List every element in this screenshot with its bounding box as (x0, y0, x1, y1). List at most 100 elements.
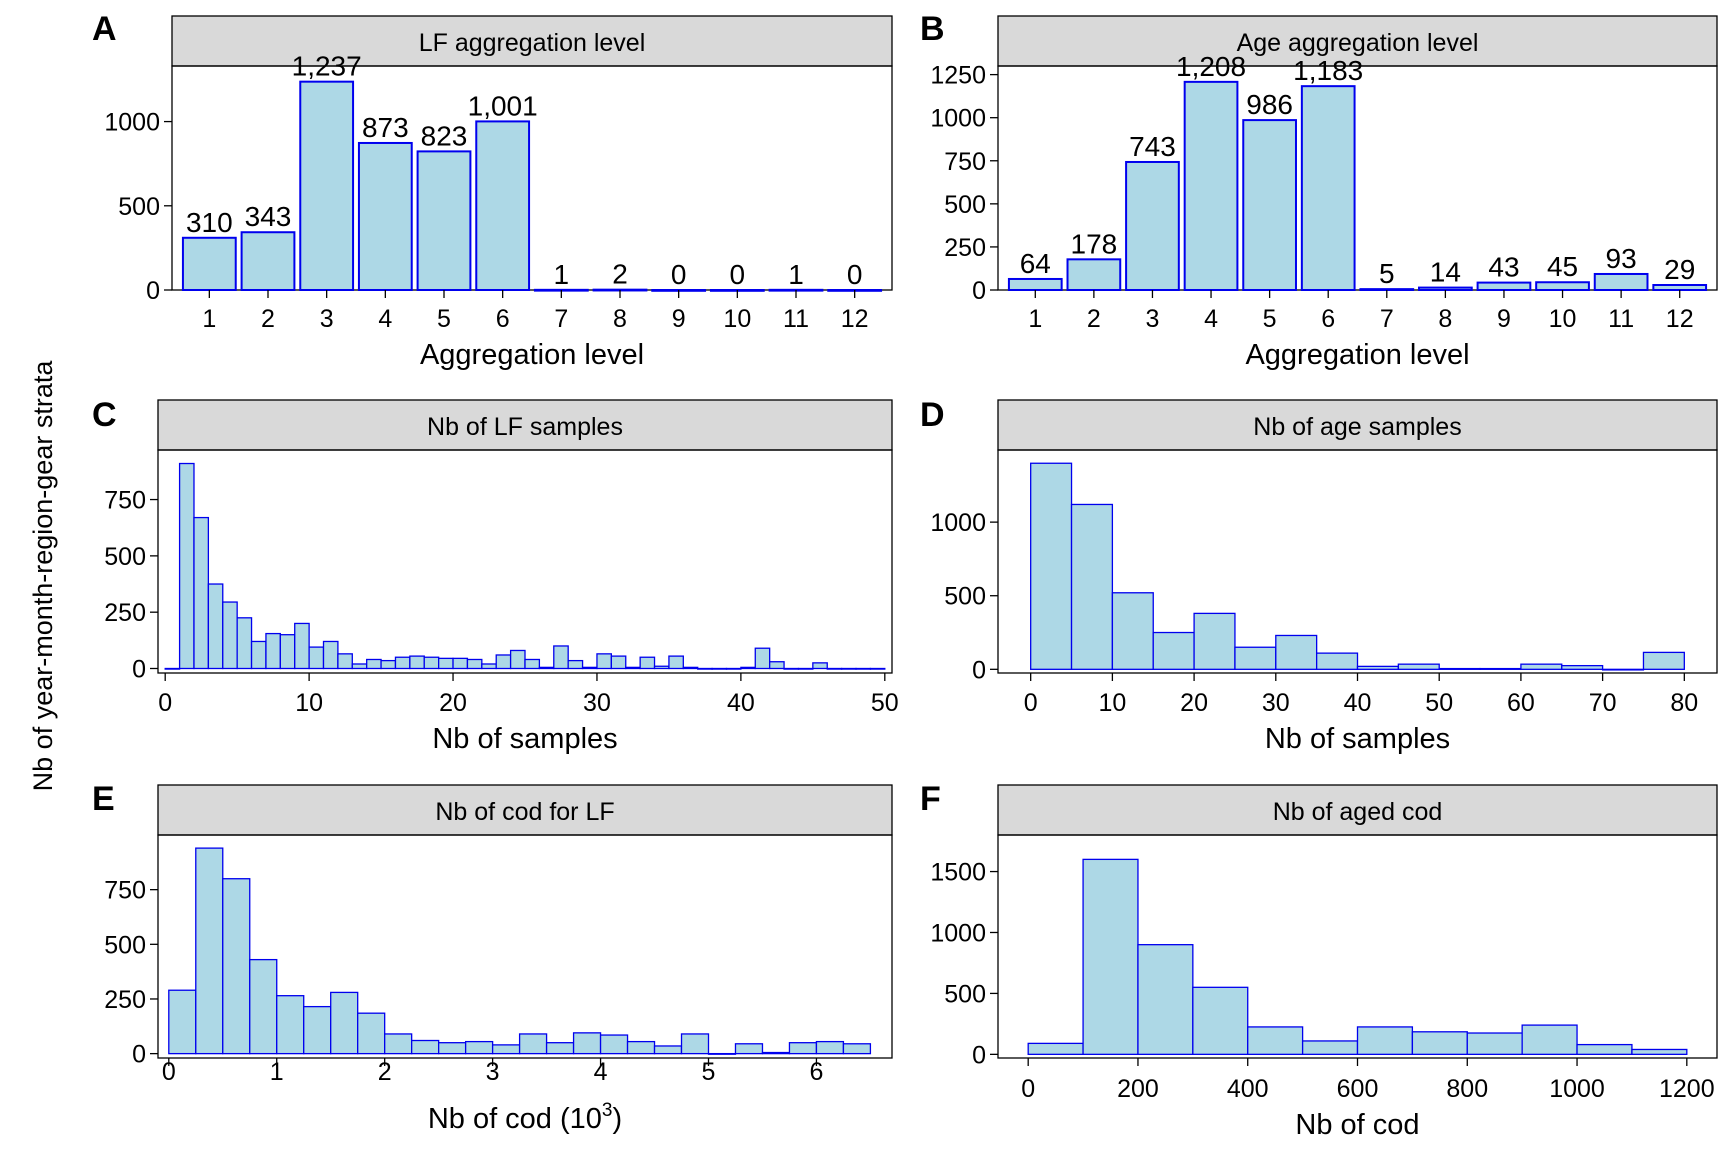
histogram-bin (869, 667, 886, 670)
bar (240, 231, 296, 292)
histogram-bin (567, 659, 584, 670)
y-tick-label: 1000 (104, 109, 160, 137)
bar-value-label: 1,208 (1176, 51, 1246, 82)
histogram-bin (249, 958, 278, 1055)
histogram-bin (1192, 986, 1249, 1055)
histogram-bin (464, 1040, 494, 1055)
bar (1418, 286, 1473, 292)
x-tick-label: 800 (1446, 1075, 1488, 1103)
bar (1242, 119, 1297, 291)
histogram-bin (797, 667, 814, 670)
histogram-bin (481, 663, 497, 670)
x-tick-label: 6 (809, 1058, 823, 1086)
histogram-bin (495, 654, 512, 670)
histogram-bin (265, 632, 281, 670)
panel-strip (171, 15, 893, 67)
plot-frame (157, 449, 893, 674)
x-tick-label: 0 (1024, 689, 1038, 717)
histogram-bin (581, 666, 598, 670)
histogram-bin (783, 667, 800, 670)
bar (1535, 281, 1590, 292)
x-tick-label: 40 (727, 689, 755, 717)
histogram-bin (222, 601, 238, 670)
histogram-bin (826, 667, 843, 670)
histogram-bin (855, 667, 872, 670)
histogram-bin (351, 663, 368, 670)
histogram-bin (1070, 503, 1114, 670)
panel-strip (997, 15, 1718, 67)
bar-value-label: 178 (1071, 228, 1118, 259)
x-axis-title-end: ) (613, 1103, 623, 1135)
histogram-bin (1315, 652, 1359, 670)
x-tick-label: 10 (1098, 689, 1126, 717)
x-tick-label: 20 (1180, 689, 1208, 717)
x-tick-label: 60 (1507, 689, 1535, 717)
y-tick-label: 750 (104, 877, 146, 905)
bar-value-label: 0 (671, 259, 687, 290)
bar (1476, 281, 1532, 291)
bar (1183, 80, 1239, 291)
bar (299, 80, 355, 291)
x-tick-label: 30 (583, 689, 611, 717)
panel-b: B Age aggregation level641787431,2089861,… (920, 10, 1718, 371)
histogram-bin (1642, 651, 1685, 670)
y-tick-label: 1000 (930, 509, 986, 537)
y-tick-label: 0 (972, 1041, 986, 1069)
histogram-bin (524, 658, 541, 670)
y-tick-label: 750 (104, 487, 146, 515)
x-tick-label: 50 (871, 689, 899, 717)
histogram-bin (276, 995, 305, 1055)
histogram-bin (1356, 665, 1400, 670)
histogram-bin (596, 653, 613, 670)
x-tick-label: 5 (437, 305, 451, 333)
bar-value-label: 823 (421, 120, 468, 151)
histogram-bin (437, 657, 454, 670)
y-tick-label: 1000 (930, 919, 986, 947)
x-tick-label: 8 (1438, 305, 1452, 333)
y-tick-label: 1000 (930, 105, 986, 133)
histogram-bin (222, 878, 251, 1055)
panel-strip (997, 399, 1718, 451)
x-tick-label: 2 (1087, 305, 1101, 333)
y-tick-label: 1250 (930, 62, 986, 90)
x-tick-label: 4 (378, 305, 392, 333)
x-tick-label: 80 (1670, 689, 1698, 717)
global-y-axis-label: Nb of year-month-region-gear strata (28, 360, 58, 792)
bar-value-label: 0 (847, 259, 863, 290)
histogram-bin (1152, 631, 1195, 670)
bar (1593, 272, 1649, 291)
histogram-bin (682, 666, 699, 670)
histogram-bin (423, 656, 440, 670)
panel-letter: F (920, 780, 941, 818)
x-axis-title: Nb of samples (432, 723, 617, 755)
panel-strip (997, 784, 1718, 836)
histogram-bin (1137, 944, 1194, 1055)
histogram-bin (518, 1033, 548, 1055)
bar-value-label: 2 (612, 259, 628, 290)
histogram-bin (330, 991, 359, 1055)
y-tick-label: 1500 (930, 859, 986, 887)
histogram-bin (409, 655, 425, 670)
histogram-bin (1631, 1048, 1688, 1055)
histogram-bin (195, 847, 224, 1055)
x-tick-label: 7 (1380, 305, 1394, 333)
histogram-bin (250, 640, 267, 670)
x-axis-title-superscript: 3 (602, 1100, 613, 1121)
y-tick-label: 0 (972, 656, 986, 684)
y-tick-label: 250 (104, 986, 146, 1014)
histogram-bin (491, 1044, 521, 1055)
histogram-bin (1466, 1032, 1523, 1055)
x-axis-title: Aggregation level (1245, 339, 1469, 371)
histogram-bin (1082, 858, 1139, 1055)
histogram-bin (815, 1040, 845, 1055)
histogram-bin (1576, 1043, 1633, 1055)
y-tick-label: 250 (104, 599, 146, 627)
histogram-bin (1234, 646, 1277, 670)
x-tick-label: 6 (1321, 305, 1335, 333)
panel-title: Age aggregation level (1237, 29, 1479, 57)
histogram-bin (1397, 663, 1440, 670)
panel-title: Nb of LF samples (427, 413, 623, 441)
bar (357, 141, 413, 291)
x-tick-label: 9 (1497, 305, 1511, 333)
